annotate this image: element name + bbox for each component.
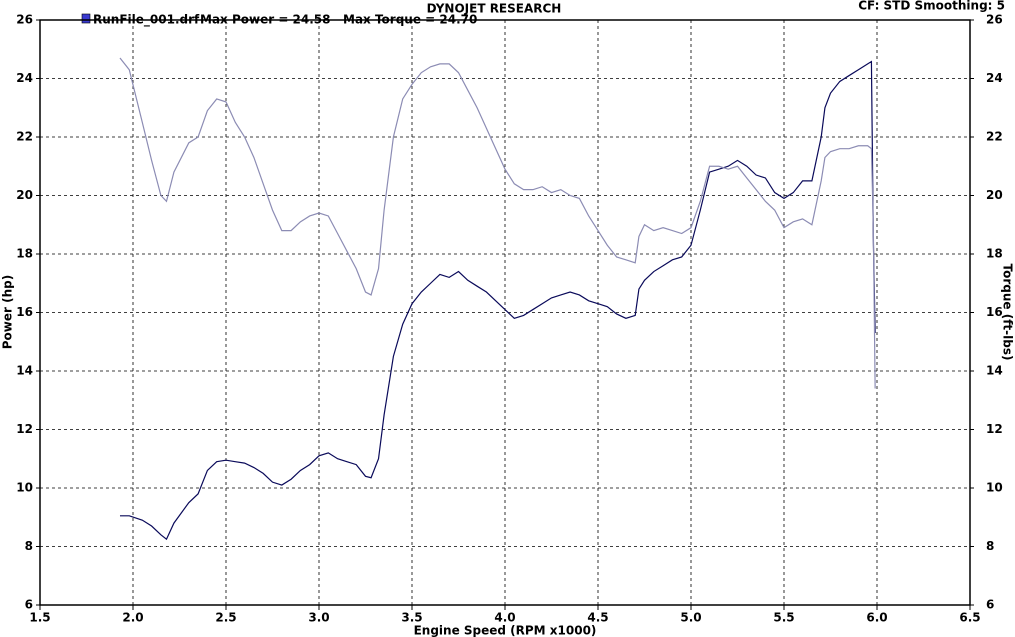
x-tick-label: 5.0 <box>680 611 701 625</box>
x-tick-label: 4.5 <box>587 611 608 625</box>
y-tick-label: 14 <box>16 364 33 378</box>
y-tick-label: 10 <box>16 481 33 495</box>
y2-axis-label: Torque (ft-lbs) <box>1001 264 1015 361</box>
y-axis-label: Power (hp) <box>1 275 15 349</box>
chart-title: DYNOJET RESEARCH <box>427 2 562 16</box>
y2-tick-label: 26 <box>986 13 1003 27</box>
x-tick-label: 6.5 <box>959 611 980 625</box>
legend-swatch <box>81 13 91 24</box>
plot-frame <box>39 19 971 606</box>
x-tick-label: 3.5 <box>401 611 422 625</box>
y-tick-label: 22 <box>16 130 33 144</box>
y2-tick-label: 20 <box>986 188 1003 202</box>
y2-tick-label: 22 <box>986 130 1003 144</box>
y2-tick-label: 8 <box>986 539 994 553</box>
y-tick-label: 24 <box>16 71 33 85</box>
y-tick-label: 12 <box>16 422 33 436</box>
x-tick-label: 6.0 <box>866 611 887 625</box>
y2-tick-label: 12 <box>986 422 1003 436</box>
y2-tick-label: 14 <box>986 364 1003 378</box>
y-tick-label: 6 <box>25 598 33 612</box>
x-tick-label: 4.0 <box>494 611 515 625</box>
x-tick-label: 1.5 <box>29 611 50 625</box>
series-line <box>119 57 876 389</box>
x-tick-label: 2.5 <box>215 611 236 625</box>
y2-tick-label: 6 <box>986 598 994 612</box>
x-tick-label: 3.0 <box>308 611 329 625</box>
x-axis-label: Engine Speed (RPM x1000) <box>414 624 597 637</box>
y2-tick-label: 24 <box>986 71 1003 85</box>
x-tick-label: 2.0 <box>122 611 143 625</box>
y-tick-label: 18 <box>16 247 33 261</box>
y-tick-label: 26 <box>16 13 33 27</box>
y2-tick-label: 18 <box>986 247 1003 261</box>
chart-subtitle: CF: STD Smoothing: 5 <box>858 0 1005 13</box>
y-tick-label: 20 <box>16 188 33 202</box>
y2-tick-label: 16 <box>986 305 1003 319</box>
series-line <box>119 60 876 541</box>
x-tick-label: 5.5 <box>773 611 794 625</box>
y-tick-label: 16 <box>16 305 33 319</box>
y-tick-label: 8 <box>25 539 33 553</box>
y2-tick-label: 10 <box>986 481 1003 495</box>
